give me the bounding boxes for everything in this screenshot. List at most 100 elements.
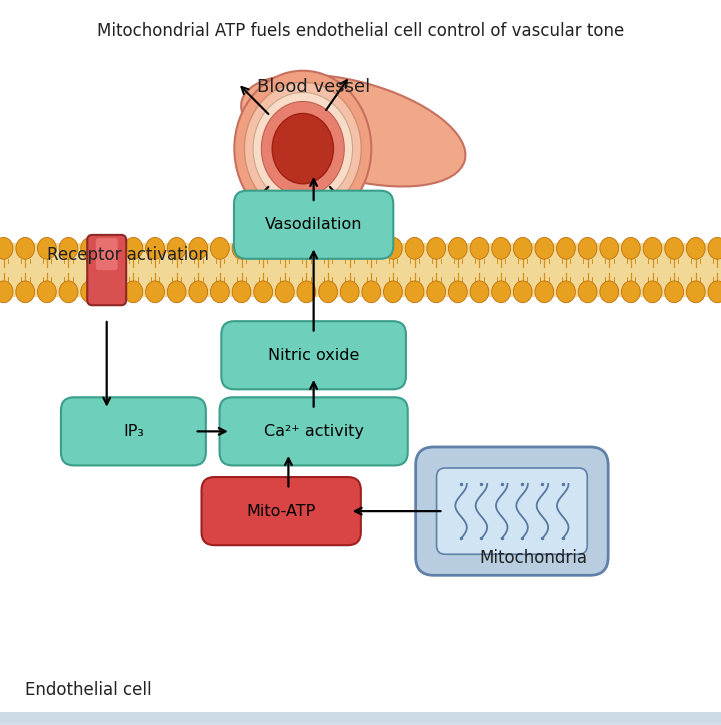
Bar [0,717,721,724]
Bar [0,716,721,721]
Text: Ca²⁺ activity: Ca²⁺ activity [264,424,363,439]
Bar [0,714,721,720]
Bar [0,713,721,720]
Ellipse shape [124,238,143,260]
Ellipse shape [234,71,371,226]
Ellipse shape [405,281,424,303]
Ellipse shape [275,281,294,303]
Ellipse shape [643,238,662,260]
Bar [0,716,721,721]
Bar [0,715,721,721]
Bar [0,718,721,724]
Bar [0,715,721,721]
Ellipse shape [622,238,640,260]
Ellipse shape [0,281,13,303]
Bar [0,716,721,723]
Bar [0,716,721,723]
Bar [0,717,721,723]
Ellipse shape [578,238,597,260]
Bar [0,718,721,724]
Ellipse shape [557,238,575,260]
Bar [0,717,721,724]
Ellipse shape [146,238,164,260]
Bar [0,716,721,722]
Ellipse shape [16,281,35,303]
Bar [0,716,721,721]
Ellipse shape [600,281,619,303]
FancyBboxPatch shape [87,235,126,305]
Bar [0,714,721,720]
Bar [0,713,721,720]
Bar [0,716,721,721]
Ellipse shape [319,281,337,303]
Bar [0,718,721,724]
Bar [0,718,721,724]
Bar [0,716,721,723]
Bar [0,715,721,721]
Bar [0,718,721,724]
Bar [0,717,721,724]
Bar [0,714,721,721]
Bar [0,715,721,721]
Ellipse shape [59,281,78,303]
Ellipse shape [232,281,251,303]
Ellipse shape [244,82,361,215]
Ellipse shape [273,114,333,184]
Bar [0,717,721,723]
Ellipse shape [405,238,424,260]
Bar [0,714,721,720]
Bar [0,718,721,724]
FancyBboxPatch shape [415,447,608,576]
Bar [0,717,721,723]
Ellipse shape [241,75,466,186]
Bar [0,713,721,719]
Bar [0,715,721,721]
Text: Nitric oxide: Nitric oxide [268,348,359,362]
Bar [0,713,721,719]
Ellipse shape [189,281,208,303]
Bar [0,714,721,720]
Ellipse shape [600,238,619,260]
Ellipse shape [622,281,640,303]
Bar [0,715,721,721]
Bar [0,715,721,721]
Bar [0,718,721,724]
Bar [0,716,721,723]
Ellipse shape [254,238,273,260]
Ellipse shape [427,281,446,303]
Ellipse shape [535,238,554,260]
Bar [0,716,721,723]
Ellipse shape [146,281,164,303]
Ellipse shape [427,238,446,260]
Ellipse shape [167,238,186,260]
Ellipse shape [59,238,78,260]
Ellipse shape [232,238,251,260]
Bar [0,713,721,719]
Bar [0,718,721,724]
Bar [0,716,721,721]
Bar [0,714,721,720]
Bar [0,714,721,720]
Bar [0,718,721,724]
Bar [0,714,721,721]
Bar [0,718,721,724]
Bar [0,713,721,719]
Bar [0,713,721,719]
Ellipse shape [578,281,597,303]
Bar [0,716,721,722]
Ellipse shape [686,238,705,260]
Ellipse shape [261,102,345,196]
Bar [0,713,721,719]
Ellipse shape [513,238,532,260]
Bar [0,713,721,719]
Bar [0,714,721,720]
Bar [0,718,721,725]
Bar [0,718,721,725]
FancyBboxPatch shape [221,321,406,389]
Bar [0,716,721,721]
Bar [0,715,721,721]
Ellipse shape [686,281,705,303]
Bar [0,713,721,719]
Bar [0,716,721,722]
Ellipse shape [708,238,721,260]
